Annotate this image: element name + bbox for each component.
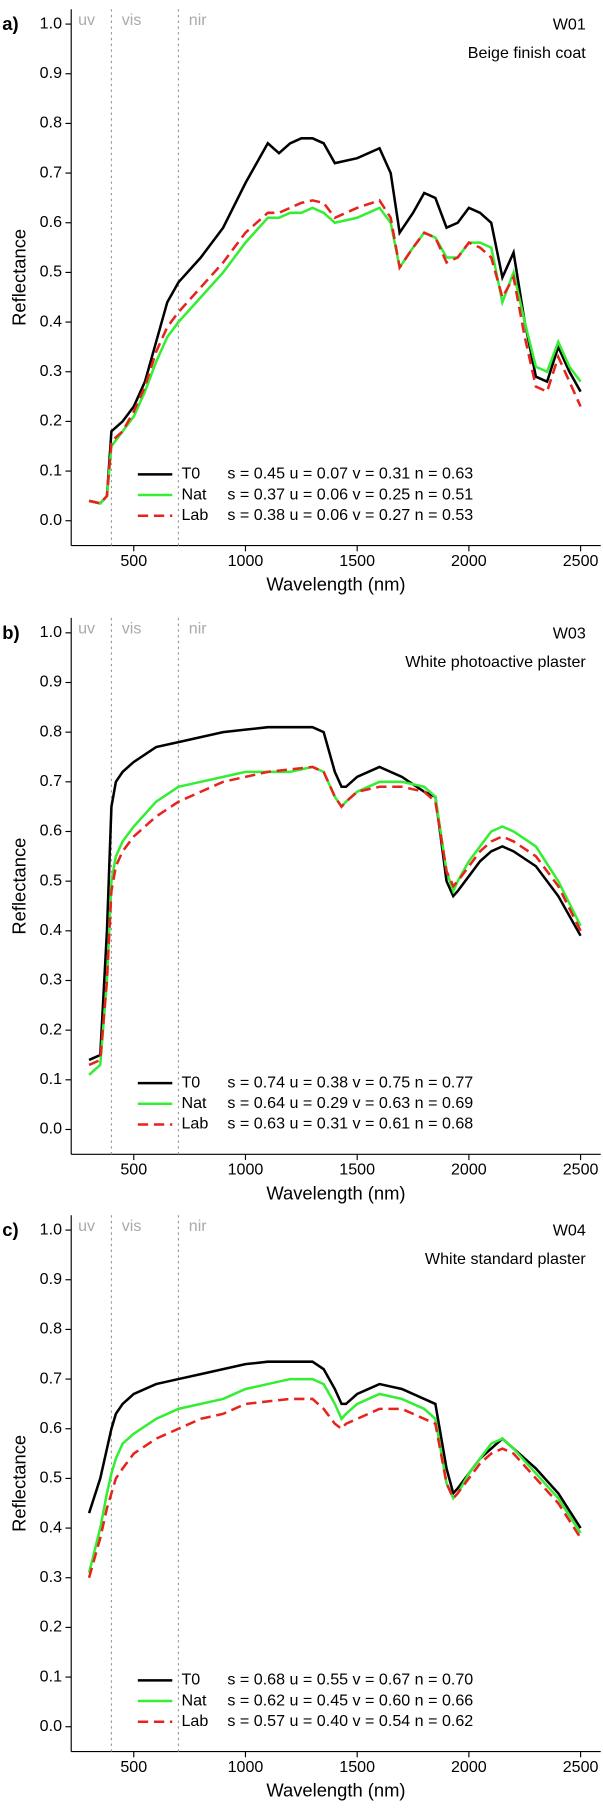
sample-code: W04 [553,1222,586,1240]
legend-name: Lab [181,506,208,524]
region-label: uv [78,1217,95,1235]
x-tick-label: 1000 [228,1758,264,1776]
region-label: nir [189,11,208,29]
y-tick-label: 0.4 [40,1518,62,1536]
legend-stats: s = 0.64 u = 0.29 v = 0.63 n = 0.69 [227,1094,473,1112]
y-tick-label: 0.1 [40,1667,62,1685]
y-tick-label: 0.6 [40,1419,62,1437]
legend-stats: s = 0.57 u = 0.40 v = 0.54 n = 0.62 [227,1712,473,1730]
region-label: nir [189,1217,208,1235]
sample-description: Beige finish coat [468,44,587,62]
y-tick-label: 0.7 [40,163,62,181]
y-tick-label: 0.8 [40,114,62,132]
y-tick-label: 0.8 [40,722,62,740]
panel-label: b) [2,622,19,643]
legend-name: Nat [181,485,207,503]
legend-stats: s = 0.63 u = 0.31 v = 0.61 n = 0.68 [227,1115,473,1133]
x-axis-label: Wavelength (nm) [266,1182,405,1203]
y-tick-label: 0.2 [40,1020,62,1038]
region-label: uv [78,11,95,29]
y-tick-label: 0.5 [40,1469,62,1487]
x-tick-label: 1500 [339,1161,375,1179]
series-line [87,1397,582,1579]
y-tick-label: 0.3 [40,1568,62,1586]
region-label: vis [122,1217,142,1235]
x-tick-label: 1000 [228,552,264,570]
y-tick-label: 0.1 [40,1070,62,1088]
x-tick-label: 1500 [339,552,375,570]
region-label: uv [78,620,95,638]
y-axis-label: Reflectance [9,1435,30,1532]
region-label: nir [189,620,208,638]
legend-name: T0 [181,465,200,483]
legend-stats: s = 0.45 u = 0.07 v = 0.31 n = 0.63 [227,465,473,483]
x-tick-label: 2000 [451,1758,487,1776]
y-tick-label: 0.7 [40,772,62,790]
legend-stats: s = 0.68 u = 0.55 v = 0.67 n = 0.70 [227,1671,473,1689]
y-tick-label: 0.1 [40,461,62,479]
legend-stats: s = 0.37 u = 0.06 v = 0.25 n = 0.51 [227,485,473,503]
legend-name: T0 [181,1671,200,1689]
y-tick-label: 0.5 [40,263,62,281]
y-tick-label: 0.7 [40,1369,62,1387]
y-tick-label: 0.2 [40,412,62,430]
panel-label: a) [2,13,18,34]
y-axis-label: Reflectance [9,838,30,935]
legend-name: T0 [181,1073,200,1091]
y-tick-label: 0.0 [40,1717,62,1735]
legend-name: Nat [181,1691,207,1709]
y-tick-label: 1.0 [40,14,62,32]
series-line [88,765,582,1067]
y-tick-label: 0.6 [40,213,62,231]
x-tick-label: 2000 [451,1161,487,1179]
series-line [87,1360,582,1529]
legend-stats: s = 0.74 u = 0.38 v = 0.75 n = 0.77 [227,1073,473,1091]
legend-name: Nat [181,1094,207,1112]
y-tick-label: 0.5 [40,871,62,889]
y-tick-label: 0.9 [40,1270,62,1288]
series-line [87,1377,582,1574]
x-tick-label: 1500 [339,1758,375,1776]
x-tick-label: 500 [120,1161,147,1179]
sample-code: W01 [553,16,586,34]
legend-stats: s = 0.62 u = 0.45 v = 0.60 n = 0.66 [227,1691,473,1709]
panel-label: c) [2,1219,18,1240]
y-tick-label: 0.3 [40,362,62,380]
x-tick-label: 1000 [228,1161,264,1179]
y-tick-label: 1.0 [40,623,62,641]
region-label: vis [122,11,142,29]
y-tick-label: 0.4 [40,312,62,330]
legend-name: Lab [181,1115,208,1133]
legend-stats: s = 0.38 u = 0.06 v = 0.27 n = 0.53 [227,506,473,524]
y-tick-label: 0.9 [40,64,62,82]
y-tick-label: 0.3 [40,971,62,989]
x-tick-label: 2500 [563,552,599,570]
series-line [88,137,582,505]
region-label: vis [122,620,142,638]
sample-description: White photoactive plaster [405,653,586,671]
x-tick-label: 2500 [563,1161,599,1179]
x-tick-label: 2500 [563,1758,599,1776]
series-line [88,725,582,1062]
x-tick-label: 2000 [451,552,487,570]
x-tick-label: 500 [120,552,147,570]
series-line [88,198,582,505]
y-tick-label: 0.4 [40,921,62,939]
y-tick-label: 0.2 [40,1618,62,1636]
y-tick-label: 1.0 [40,1220,62,1238]
sample-description: White standard plaster [425,1250,587,1268]
legend-name: Lab [181,1712,208,1730]
x-axis-label: Wavelength (nm) [266,574,405,595]
y-axis-label: Reflectance [9,229,30,326]
y-tick-label: 0.6 [40,822,62,840]
y-tick-label: 0.0 [40,511,62,529]
y-tick-label: 0.8 [40,1320,62,1338]
y-tick-label: 0.0 [40,1120,62,1138]
x-axis-label: Wavelength (nm) [266,1780,405,1801]
x-tick-label: 500 [120,1758,147,1776]
sample-code: W03 [553,624,586,642]
series-line [88,206,582,505]
y-tick-label: 0.9 [40,673,62,691]
